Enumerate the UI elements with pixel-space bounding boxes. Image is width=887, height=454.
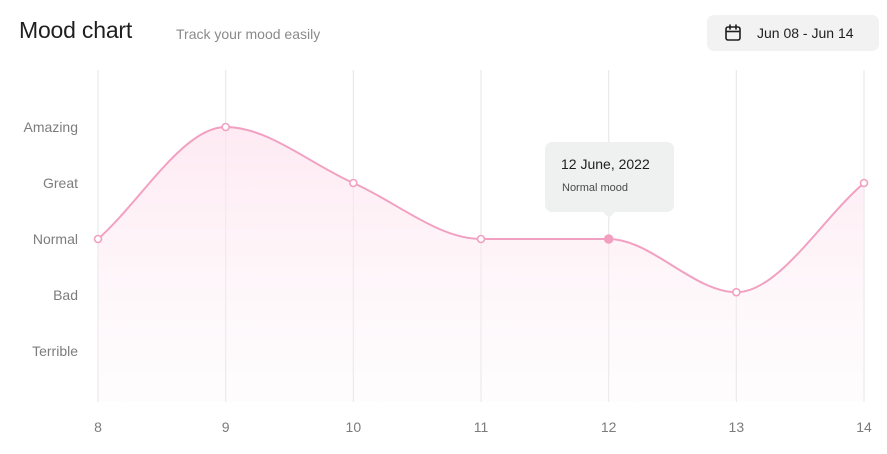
y-tick-label: Normal (33, 231, 78, 247)
x-tick-label: 10 (346, 419, 362, 435)
x-tick-label: 12 (601, 419, 617, 435)
data-point[interactable] (93, 234, 103, 244)
mood-area (98, 127, 864, 402)
y-axis-ticks: Terrible Bad Normal Great Amazing (24, 119, 79, 359)
chart-header: Mood chart Track your mood easily Jun 08… (0, 0, 887, 66)
x-tick-label: 13 (729, 419, 745, 435)
active-data-point[interactable] (603, 234, 614, 244)
date-range-button[interactable]: Jun 08 - Jun 14 (707, 15, 879, 51)
calendar-icon (725, 24, 741, 41)
y-tick-label: Bad (53, 287, 78, 303)
x-tick-label: 8 (94, 419, 102, 435)
data-points (93, 122, 869, 297)
x-tick-label: 11 (474, 419, 489, 435)
data-point[interactable] (476, 234, 486, 244)
data-point[interactable] (349, 178, 358, 188)
chart-subtitle: Track your mood easily (176, 26, 321, 42)
tooltip-mood: Normal mood (562, 182, 629, 194)
mood-tooltip: 12 June, 2022 Normal mood (545, 142, 674, 218)
tooltip-date: 12 June, 2022 (561, 156, 650, 172)
y-tick-label: Great (43, 175, 78, 191)
x-tick-label: 14 (856, 419, 872, 435)
data-point[interactable] (221, 122, 230, 132)
date-range-label: Jun 08 - Jun 14 (757, 25, 854, 41)
data-point[interactable] (859, 178, 869, 188)
y-tick-label: Terrible (32, 343, 78, 359)
x-axis-ticks: 8 9 10 11 12 13 14 (94, 419, 872, 435)
data-point[interactable] (732, 287, 741, 297)
chart-title: Mood chart (19, 17, 133, 43)
x-tick-label: 9 (222, 419, 230, 435)
y-tick-label: Amazing (24, 119, 78, 135)
